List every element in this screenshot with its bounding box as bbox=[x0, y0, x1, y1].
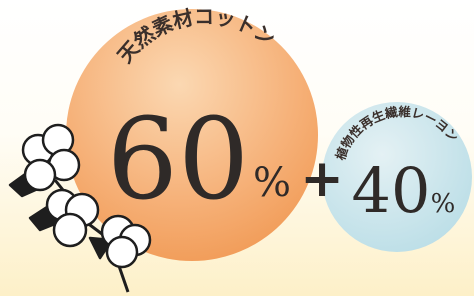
page: 天然素材コットン 60 % + 植物性再生繊維レーヨン 40 % (() => … bbox=[0, 0, 474, 296]
cotton-unit: % bbox=[253, 160, 291, 206]
graphic: 天然素材コットン 60 % + 植物性再生繊維レーヨン 40 % bbox=[0, 0, 474, 296]
rayon-value: 40 bbox=[352, 154, 431, 227]
cotton-value: 60 bbox=[107, 95, 250, 225]
rayon-unit: % bbox=[431, 189, 456, 219]
